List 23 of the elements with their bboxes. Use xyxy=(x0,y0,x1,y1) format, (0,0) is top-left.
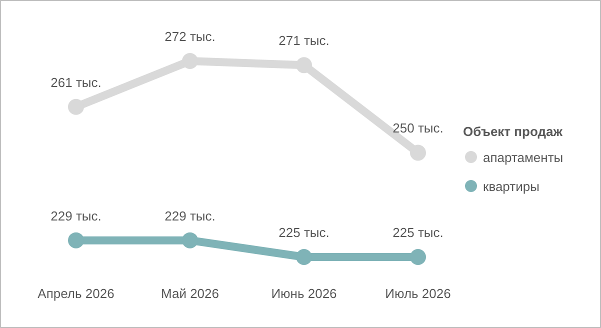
point xyxy=(410,144,426,161)
legend-label: квартиры xyxy=(483,179,540,194)
x-tick-label: Апрель 2026 xyxy=(38,286,114,301)
data-label: 250 тыс. xyxy=(392,120,444,136)
x-tick-label: Июнь 2026 xyxy=(271,286,337,301)
point xyxy=(296,249,312,265)
point xyxy=(410,249,426,265)
data-label: 225 тыс. xyxy=(392,225,444,240)
data-label: 229 тыс. xyxy=(50,208,102,224)
point xyxy=(182,53,198,69)
x-tick-label: Июль 2026 xyxy=(385,286,451,301)
data-label: 271 тыс. xyxy=(278,33,330,48)
point xyxy=(68,98,84,115)
data-label: 272 тыс. xyxy=(164,29,216,44)
point xyxy=(68,232,84,248)
point xyxy=(182,232,198,248)
data-label: 261 тыс. xyxy=(50,74,102,90)
point xyxy=(296,57,312,74)
legend-label: апартаменты xyxy=(483,150,564,165)
legend-title: Объект продаж xyxy=(463,124,564,139)
data-label: 229 тыс. xyxy=(164,208,216,224)
data-label: 225 тыс. xyxy=(278,225,330,240)
x-tick-label: Май 2026 xyxy=(161,286,219,301)
